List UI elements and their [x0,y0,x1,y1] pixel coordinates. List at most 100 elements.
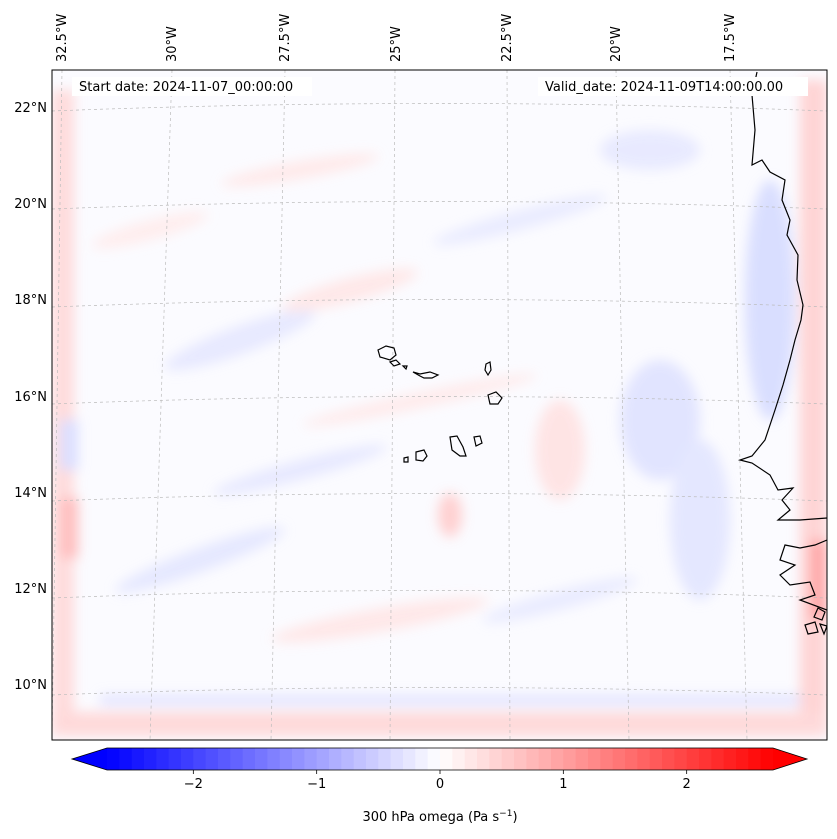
parallel-20n [52,201,827,210]
lon-label-22-5w: 22.5°W [500,14,515,62]
lat-label-22n: 22°N [14,101,47,116]
colorbar-segment [255,748,268,770]
brava-island [403,456,409,463]
map-background [52,70,827,740]
colorbar-segment [625,748,638,770]
colorbar: −2 −1 0 1 2 300 hPa omega (Pa s−1) [70,747,809,825]
colorbar-segment [514,748,527,770]
meridian-22-5w [506,70,511,740]
colorbar-segment [760,748,774,770]
colorbar-tick-label: 0 [436,777,444,792]
guinea-bissau-coast [779,539,827,611]
lon-label-27-5w: 27.5°W [278,14,293,62]
lon-label-17-5w: 17.5°W [723,14,738,62]
colorbar-segment [205,748,219,770]
colorbar-segment [267,748,281,770]
colorbar-segments [107,748,774,770]
parallel-12n [52,590,827,599]
lon-label-32-5w: 32.5°W [55,14,70,62]
colorbar-segment [193,748,207,770]
colorbar-segment [711,748,725,770]
lat-label-12n: 12°N [14,582,47,597]
colorbar-tick-label: 1 [559,777,567,792]
start-date-box [72,77,312,96]
colorbar-segment [440,748,453,770]
colorbar-segment [551,748,564,770]
lon-label-30w: 30°W [165,26,180,62]
parallel-18n [52,299,827,308]
colorbar-segment [131,748,145,770]
colorbar-tick-label: −1 [307,777,326,792]
colorbar-segment [748,748,762,770]
colorbar-segment [501,748,515,770]
santa-luzia-island [401,365,408,371]
colorbar-label: 300 hPa omega (Pa s−1) [362,809,517,825]
parallel-22n [52,103,827,112]
parallel-14n [52,493,827,502]
valid-date-box [538,77,808,96]
colorbar-segment [230,748,244,770]
meridian-27-5w [270,70,286,740]
lon-label-25w: 25°W [389,26,404,62]
colorbar-outline [70,747,809,771]
colorbar-segment [218,748,231,770]
colorbar-tick-label: 2 [683,777,691,792]
gridlines [52,70,827,740]
colorbar-segment [674,748,688,770]
maio-island [473,435,483,447]
map-panel: Start date: 2024-11-07_00:00:00 Valid_da… [51,69,828,741]
colorbar-segment [723,748,737,770]
lat-label-16n: 16°N [14,390,47,405]
coastlines [377,71,827,636]
colorbar-segment [242,748,256,770]
colorbar-segment [489,748,503,770]
colorbar-segment [538,748,552,770]
meridian-17-5w [729,70,748,740]
colorbar-segment [588,748,601,770]
colorbar-segment [427,748,441,770]
omega-field [52,80,827,736]
colorbar-segment [107,748,120,770]
colorbar-segment [119,748,133,770]
lat-label-10n: 10°N [14,678,47,693]
colorbar-ticks: −2 −1 0 1 2 [184,770,691,792]
santo-antao-island [377,345,397,361]
valid-date-text: Valid_date: 2024-11-09T14:00:00.00 [545,80,783,95]
colorbar-segment [464,748,478,770]
colorbar-segment [415,748,429,770]
colorbar-segment [156,748,170,770]
longitude-labels: 32.5°W 30°W 27.5°W 25°W 22.5°W 20°W 17.5… [55,14,738,62]
colorbar-segment [736,748,749,770]
colorbar-extend-arrow-max [773,748,807,770]
colorbar-segment [304,748,318,770]
colorbar-segment [353,748,367,770]
colorbar-segment [686,748,700,770]
colorbar-segment [378,748,392,770]
colorbar-segment [575,748,589,770]
meridian-32-5w [52,70,63,740]
parallel-16n [52,396,827,405]
colorbar-segment [612,748,626,770]
colorbar-segment [144,748,157,770]
colorbar-segment [168,748,182,770]
sal-island [484,361,492,377]
lon-label-20w: 20°W [609,26,624,62]
lat-label-14n: 14°N [14,486,47,501]
parallel-10n [52,687,827,696]
colorbar-segment [181,748,194,770]
meridian-25w [389,70,396,740]
colorbar-segment [477,748,490,770]
colorbar-segment [600,748,614,770]
bijagos-islands [804,607,827,636]
boa-vista-island [487,391,503,405]
colorbar-segment [403,748,416,770]
colorbar-segment [452,748,466,770]
colorbar-segment [316,748,330,770]
colorbar-tick-label: −2 [184,777,203,792]
fogo-island [415,449,428,462]
meridian-20w [615,70,630,740]
latitude-labels: 22°N 20°N 18°N 16°N 14°N 12°N 10°N [14,101,47,693]
lat-label-20n: 20°N [14,197,47,212]
sao-vicente-island [388,359,402,367]
